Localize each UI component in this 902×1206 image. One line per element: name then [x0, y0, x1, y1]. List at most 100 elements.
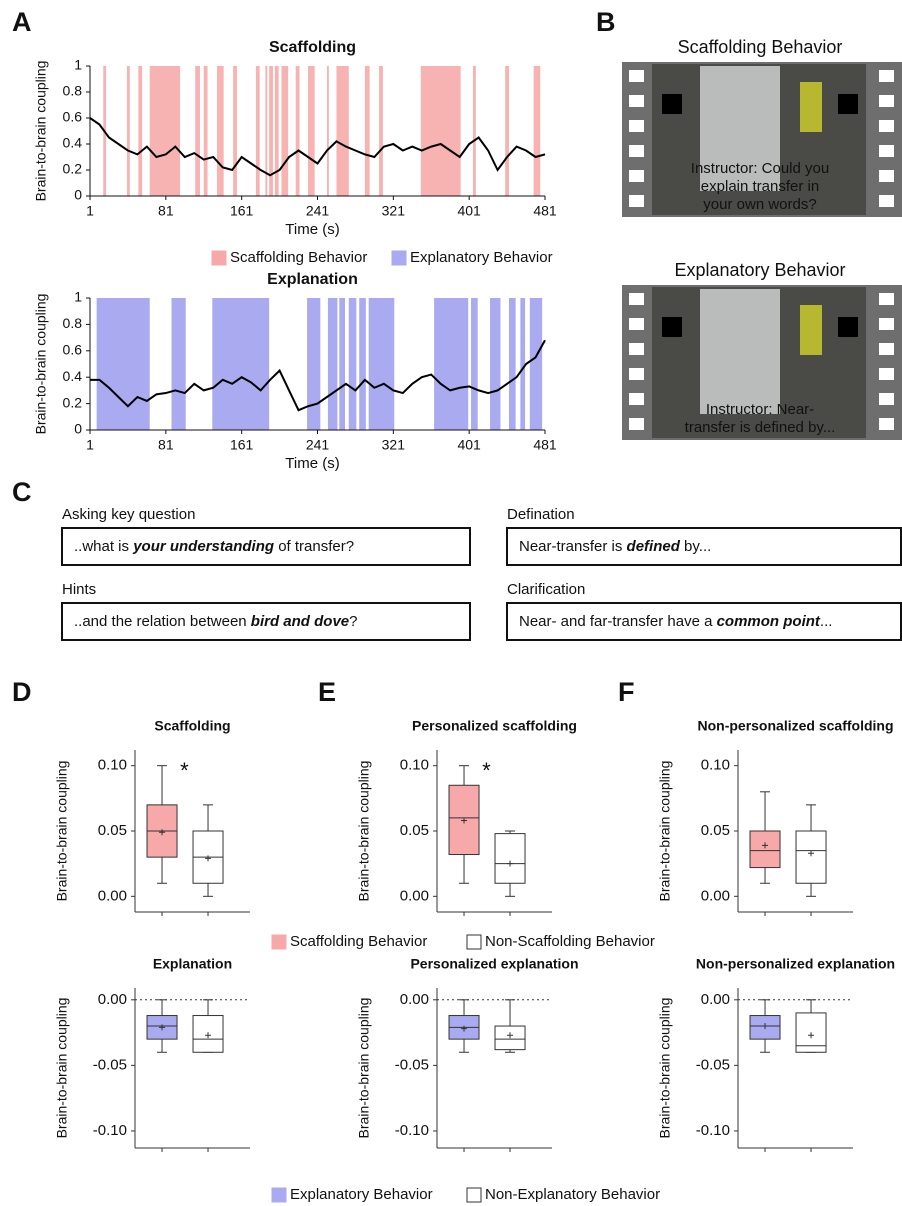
film-hole: [629, 170, 644, 182]
caption: Instructor: Near-: [706, 401, 814, 418]
chart-title: Personalized explanation: [410, 956, 578, 972]
y-tick-label: 0.00: [98, 887, 127, 904]
wall: [700, 289, 780, 414]
mean-marker: [762, 1023, 769, 1030]
mean-marker: [205, 855, 212, 862]
box-heading: Defination: [507, 506, 575, 523]
behavior-band: [274, 66, 279, 196]
x-tick-label: 1: [86, 203, 94, 219]
behavior-band: [307, 298, 321, 430]
x-tick-label: 1: [86, 437, 94, 453]
behavior-band: [326, 66, 329, 196]
behavior-band: [217, 66, 224, 196]
y-tick-label: 0.05: [701, 822, 730, 839]
y-axis-label: Brain-to-brain coupling: [33, 61, 49, 202]
legend-label: Scaffolding Behavior: [230, 249, 367, 266]
text-part: Near- and far-transfer have a: [519, 613, 717, 630]
equipment: [800, 82, 822, 132]
face-mask: [838, 317, 858, 337]
legend-label: Scaffolding Behavior: [290, 933, 427, 950]
coupling-line: [90, 339, 546, 412]
y-tick-label: 0.00: [701, 991, 730, 1008]
film-hole: [629, 393, 644, 405]
y-tick-label: -0.10: [696, 1122, 730, 1139]
text-part: common point: [717, 613, 821, 630]
y-tick-label: 0.00: [400, 887, 429, 904]
x-tick-label: 321: [382, 203, 406, 219]
behavior-band: [336, 66, 349, 196]
y-tick-label: 0.8: [63, 315, 83, 331]
legend-label: Non-Explanatory Behavior: [485, 1186, 660, 1203]
y-tick-label: 0.00: [98, 991, 127, 1008]
panel-label: A: [12, 7, 32, 37]
behavior-band: [195, 66, 200, 196]
mean-marker: [808, 1032, 815, 1039]
film-hole: [879, 120, 894, 132]
film-hole: [629, 418, 644, 430]
y-tick-label: 0.2: [63, 161, 83, 177]
x-tick-label: 81: [158, 437, 174, 453]
text-box: [506, 602, 902, 641]
box-text: Near- and far-transfer have a common poi…: [519, 613, 832, 630]
y-tick-label: 0.10: [400, 757, 429, 774]
behavior-band: [348, 298, 357, 430]
behavior-band: [533, 66, 541, 196]
frame-title: Scaffolding Behavior: [678, 37, 843, 57]
text-part: ...: [820, 613, 833, 630]
behavior-band: [138, 66, 143, 196]
y-tick-label: 0.00: [400, 991, 429, 1008]
chart-title: Non-personalized explanation: [696, 956, 895, 972]
panel-label: F: [618, 677, 635, 707]
box-heading: Hints: [62, 581, 96, 598]
box-heading: Clarification: [507, 581, 585, 598]
behavior-band: [364, 66, 370, 196]
film-hole: [879, 318, 894, 330]
behavior-band: [203, 66, 208, 196]
box: [795, 830, 827, 884]
y-tick-label: 0: [74, 421, 82, 437]
film-hole: [879, 418, 894, 430]
legend-swatch: [391, 250, 407, 266]
behavior-band: [308, 66, 315, 196]
y-tick-label: -0.05: [93, 1056, 127, 1073]
behavior-band: [508, 298, 516, 430]
chart-title: Explanation: [267, 271, 358, 288]
x-tick-label: 401: [457, 203, 481, 219]
film-hole: [879, 368, 894, 380]
film-hole: [879, 170, 894, 182]
behavior-band: [359, 298, 366, 430]
coupling-line: [89, 117, 546, 177]
mean-marker: [507, 1032, 514, 1039]
text-part: defined: [627, 538, 681, 555]
behavior-band: [265, 66, 268, 196]
wall: [700, 66, 780, 191]
y-axis-label: Brain-to-brain coupling: [657, 761, 673, 902]
legend-label: Explanatory Behavior: [290, 1186, 433, 1203]
film-hole: [879, 393, 894, 405]
behavior-band: [339, 298, 345, 430]
y-axis-label: Brain-to-brain coupling: [54, 761, 70, 902]
behavior-band: [295, 66, 300, 196]
x-tick-label: 241: [306, 203, 330, 219]
text-part: Near-transfer is: [519, 538, 627, 555]
significance: *: [180, 758, 189, 783]
box: [494, 833, 526, 884]
y-tick-label: 1: [74, 289, 82, 305]
caption: Instructor: Could you: [691, 160, 829, 177]
mean-marker: [205, 1032, 212, 1039]
text-part: ..what is: [74, 538, 133, 555]
x-axis-label: Time (s): [285, 221, 339, 238]
panel-label: D: [12, 677, 32, 707]
y-tick-label: 0.05: [400, 822, 429, 839]
caption: explain transfer in: [701, 178, 819, 195]
behavior-band: [255, 66, 260, 196]
film-hole: [879, 95, 894, 107]
legend-label: Explanatory Behavior: [410, 249, 553, 266]
film-hole: [879, 293, 894, 305]
film-hole: [629, 343, 644, 355]
legend-swatch: [271, 1187, 287, 1203]
chart-title: Explanation: [153, 956, 232, 972]
y-tick-label: 0: [74, 187, 82, 203]
panel-label: C: [12, 477, 32, 507]
behavior-band: [472, 66, 476, 196]
